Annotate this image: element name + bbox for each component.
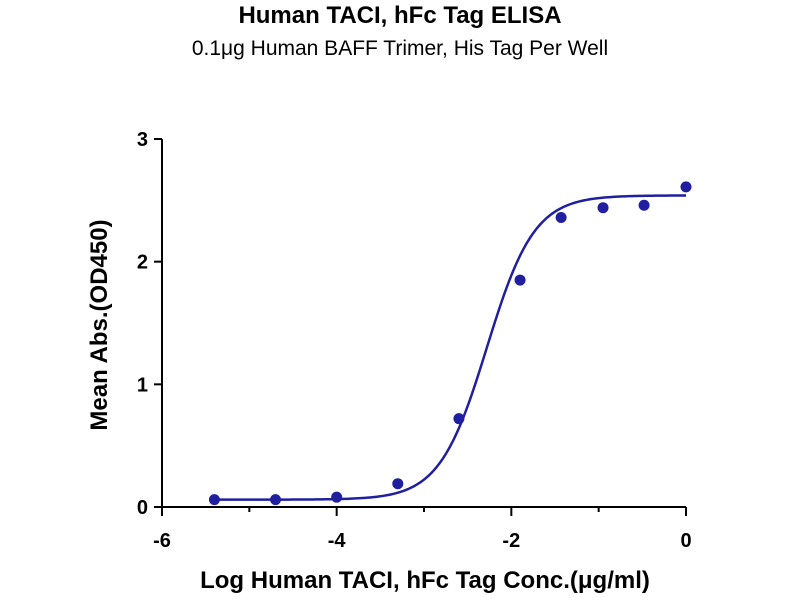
data-point <box>555 212 567 224</box>
fit-curve-group <box>214 194 686 501</box>
data-point <box>270 494 282 506</box>
y-tick-label: 2 <box>137 252 148 274</box>
data-point <box>680 181 692 193</box>
x-tick-label: 0 <box>680 530 691 552</box>
data-point <box>514 274 526 286</box>
chart-subtitle: 0.1μg Human BAFF Trimer, His Tag Per Wel… <box>191 37 609 60</box>
y-tick-label: 1 <box>137 374 148 396</box>
fit-curve <box>214 194 686 501</box>
x-tick-label: -4 <box>328 530 347 552</box>
data-point <box>208 494 220 506</box>
data-point <box>638 199 650 211</box>
data-point <box>392 478 404 490</box>
y-axis-label: Mean Abs.(OD450) <box>86 219 113 430</box>
data-point <box>597 202 609 214</box>
y-tick-label: 3 <box>137 129 148 151</box>
data-point <box>331 491 343 503</box>
axes: 0 1 2 3 -6 -4 -2 0 <box>137 129 692 552</box>
data-point <box>453 413 465 425</box>
y-tick-label: 0 <box>137 497 148 519</box>
chart-title: Human TACI, hFc Tag ELISA <box>238 2 562 29</box>
x-tick-label: -2 <box>502 530 520 552</box>
x-tick-label: -6 <box>153 530 171 552</box>
data-points <box>208 181 692 506</box>
x-axis-label: Log Human TACI, hFc Tag Conc.(μg/ml) <box>200 567 650 594</box>
